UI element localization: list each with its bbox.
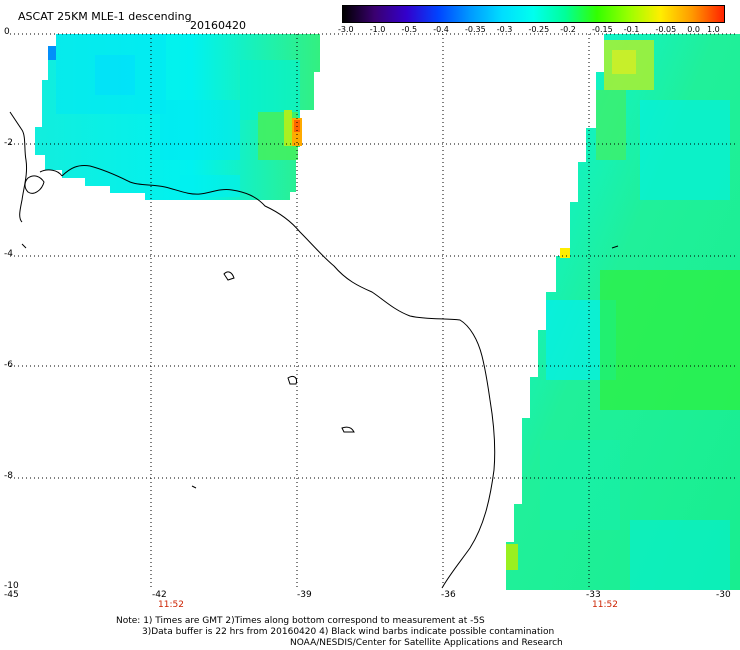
colorbar-tick: -0.2 [560, 25, 576, 34]
colorbar-tick: 1.0 [707, 25, 720, 34]
x-tick-m42: -42 [152, 590, 167, 600]
swath-east [506, 34, 740, 590]
x-tick-m36: -36 [441, 590, 456, 600]
x-tick-m45: -45 [4, 590, 19, 600]
colorbar-tick: -0.3 [496, 25, 513, 34]
colorbar-tick: -0.05 [655, 25, 677, 34]
y-tick-m6: -6 [4, 360, 13, 370]
note-line-2: 3)Data buffer is 22 hrs from 20160420 4)… [142, 627, 555, 637]
product-date: 20160420 [190, 19, 246, 32]
y-tick-0: 0 [4, 27, 10, 37]
note-line-3: NOAA/NESDIS/Center for Satellite Applica… [290, 638, 563, 648]
note-line-1: Note: 1) Times are GMT 2)Times along bot… [116, 616, 485, 626]
time-label-east: 11:52 [592, 600, 618, 610]
y-tick-m4: -4 [4, 249, 13, 259]
y-tick-m2: -2 [4, 138, 13, 148]
colorbar-tick: -0.1 [623, 25, 640, 34]
time-label-west: 11:52 [158, 600, 184, 610]
colorbar [342, 5, 725, 23]
colorbar-tick: -0.5 [401, 25, 418, 34]
swath-west [35, 34, 320, 200]
x-tick-m30: -30 [716, 590, 731, 600]
colorbar-tick: -3.0 [338, 25, 354, 34]
colorbar-tick: -0.4 [433, 25, 449, 34]
product-title: ASCAT 25KM MLE-1 descending [18, 10, 192, 23]
x-tick-m33: -33 [586, 590, 601, 600]
graticule [10, 33, 735, 588]
colorbar-tick: -0.35 [465, 25, 486, 34]
coastline [9, 111, 619, 589]
y-tick-m8: -8 [4, 471, 13, 481]
colorbar-tick: -1.0 [369, 25, 386, 34]
colorbar-tick: 0.0 [687, 25, 700, 34]
y-tick-m10: -10 [4, 581, 19, 591]
x-tick-m39: -39 [297, 590, 312, 600]
colorbar-tick: -0.25 [528, 25, 550, 34]
colorbar-tick: -0.15 [592, 25, 613, 34]
